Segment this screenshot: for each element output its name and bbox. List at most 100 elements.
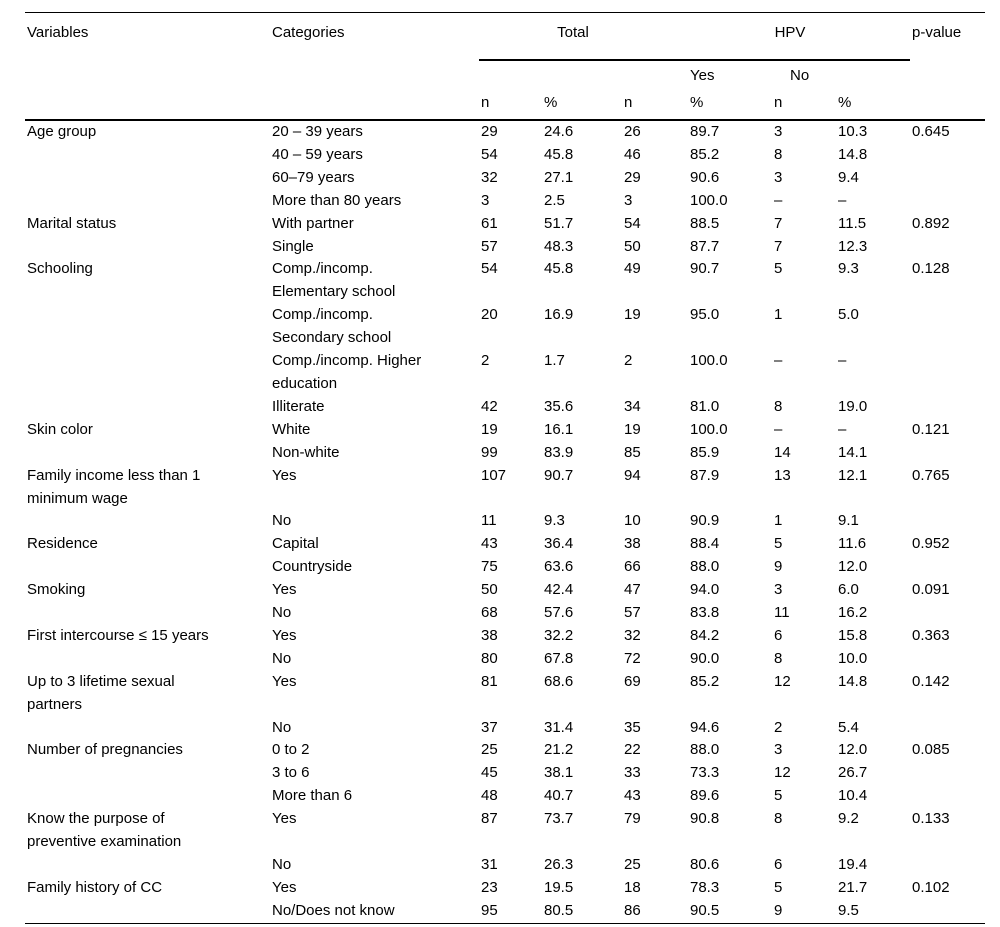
header-total-n: n xyxy=(479,91,542,121)
cell-p-value xyxy=(910,854,985,877)
cell-hpv-yes-n: 34 xyxy=(624,397,641,415)
cell-p-value xyxy=(910,762,985,785)
cell-hpv-no-n: 8 xyxy=(774,810,783,828)
table-row: More than 80 years 3 2.5 3 100.0 – – xyxy=(25,190,985,213)
cell-hpv-yes-n: 79 xyxy=(624,810,641,828)
cell-category: Non-white xyxy=(272,443,340,461)
cell-total-n: 20 xyxy=(481,306,498,324)
table-row: Marital status With partner 61 51.7 54 88.5 7 1… xyxy=(25,213,985,236)
cell-total-n: 11 xyxy=(481,512,497,530)
cell-hpv-yes-pct: 90.6 xyxy=(690,168,720,186)
cell-hpv-yes-n: 49 xyxy=(624,260,641,278)
cell-total-n: 95 xyxy=(481,901,498,919)
table-row: No 11 9.3 10 90.9 1 9.1 xyxy=(25,510,985,533)
cell-hpv-no-n: 7 xyxy=(774,237,783,255)
table-header: Variables Categories Total HPV p-value Y… xyxy=(25,12,986,121)
cell-hpv-no-n: 8 xyxy=(774,145,783,163)
cell-category: 0 to 2 xyxy=(272,741,310,759)
cell-total-n: 50 xyxy=(481,581,498,599)
cell-hpv-no-pct: 5.4 xyxy=(838,718,859,736)
cell-hpv-yes-pct: 85.2 xyxy=(690,145,720,163)
cell-variable: Family history of CC xyxy=(27,878,163,896)
cell-variable xyxy=(25,236,270,259)
cell-hpv-yes-pct: 90.5 xyxy=(690,901,720,919)
cell-category: Yes xyxy=(272,810,297,828)
cell-hpv-yes-pct: 100.0 xyxy=(690,420,728,438)
cell-hpv-yes-pct: 73.3 xyxy=(690,764,720,782)
cell-hpv-yes-pct: 89.7 xyxy=(690,123,720,140)
cell-hpv-yes-n: 19 xyxy=(624,306,641,324)
cell-hpv-yes-n: 38 xyxy=(624,535,641,553)
cell-hpv-no-n: 1 xyxy=(774,306,783,324)
cell-category: Comp./incomp. Elementary school xyxy=(272,260,396,301)
cell-total-n: 68 xyxy=(481,604,498,622)
cell-hpv-no-n: 13 xyxy=(774,466,791,484)
cell-hpv-yes-pct: 90.9 xyxy=(690,512,720,530)
cell-total-pct: 51.7 xyxy=(544,214,574,232)
header-total: Total xyxy=(479,12,622,61)
cell-hpv-no-pct: 11.6 xyxy=(838,535,867,553)
cell-hpv-no-n: 7 xyxy=(774,214,783,232)
cell-hpv-yes-pct: 83.8 xyxy=(690,604,720,622)
cell-total-pct: 16.9 xyxy=(544,306,574,324)
cell-category: 40 – 59 years xyxy=(272,145,363,163)
cell-category: Yes xyxy=(272,626,297,644)
header-yes-no-row: Yes No xyxy=(25,60,985,91)
cell-p-value xyxy=(910,190,985,213)
cell-hpv-no-n: 6 xyxy=(774,856,783,873)
cell-category: 3 to 6 xyxy=(272,764,310,782)
cell-hpv-no-pct: 5.0 xyxy=(838,306,859,324)
cell-total-pct: 80.5 xyxy=(544,901,574,919)
cell-hpv-yes-n: 57 xyxy=(624,604,641,622)
cell-hpv-yes-n: 66 xyxy=(624,558,641,576)
cell-category: 20 – 39 years xyxy=(272,123,363,140)
cell-hpv-no-pct: 19.0 xyxy=(838,397,868,415)
cell-total-n: 32 xyxy=(481,168,498,186)
cell-hpv-no-pct: 14.8 xyxy=(838,145,868,163)
cell-total-pct: 42.4 xyxy=(544,581,574,599)
header-spacer xyxy=(622,60,688,91)
cell-total-pct: 67.8 xyxy=(544,649,574,667)
cell-total-n: 61 xyxy=(481,214,498,232)
cell-hpv-yes-n: 10 xyxy=(624,512,641,530)
cell-hpv-no-pct: 9.3 xyxy=(838,260,859,278)
cell-hpv-no-n: 9 xyxy=(774,901,783,919)
cell-p-value xyxy=(910,717,985,740)
cell-hpv-no-pct: 14.1 xyxy=(838,443,868,461)
cell-category: 60–79 years xyxy=(272,168,355,186)
cell-hpv-no-pct: 15.8 xyxy=(838,626,868,644)
cell-total-n: 25 xyxy=(481,741,498,759)
cell-hpv-no-n: – xyxy=(774,352,783,370)
table-body: Age group 20 – 39 years 29 24.6 26 89.7 3 10.3 0… xyxy=(25,120,985,923)
cell-hpv-no-pct: – xyxy=(838,420,847,438)
cell-category: More than 6 xyxy=(272,787,353,805)
cell-category: Illiterate xyxy=(272,397,325,415)
cell-hpv-yes-n: 46 xyxy=(624,145,641,163)
cell-total-n: 31 xyxy=(481,856,498,873)
cell-category: No xyxy=(272,512,292,530)
cell-hpv-no-n: 12 xyxy=(774,672,791,690)
cell-p-value: 0.142 xyxy=(912,672,950,690)
cell-hpv-no-n: – xyxy=(774,191,783,209)
cell-hpv-no-pct: 11.5 xyxy=(838,214,867,232)
cell-total-pct: 38.1 xyxy=(544,764,574,782)
cell-hpv-yes-pct: 84.2 xyxy=(690,626,720,644)
table-row: Comp./incomp. Secondary school 20 16.9 19 95… xyxy=(25,304,985,350)
table-row: No 80 67.8 72 90.0 8 10.0 xyxy=(25,648,985,671)
cell-hpv-no-n: 11 xyxy=(774,604,790,622)
cell-variable: Smoking xyxy=(27,581,86,599)
cell-hpv-no-n: 1 xyxy=(774,512,783,530)
cell-hpv-yes-n: 86 xyxy=(624,901,641,919)
cell-category: Single xyxy=(272,237,314,255)
cell-hpv-yes-pct: 80.6 xyxy=(690,856,720,873)
cell-hpv-yes-n: 85 xyxy=(624,443,641,461)
cell-hpv-yes-n: 29 xyxy=(624,168,641,186)
cell-hpv-yes-n: 18 xyxy=(624,878,641,896)
cell-total-pct: 36.4 xyxy=(544,535,574,553)
cell-category: Yes xyxy=(272,466,297,484)
cell-p-value xyxy=(910,304,985,350)
cell-category: Yes xyxy=(272,581,297,599)
cell-p-value: 0.091 xyxy=(912,581,950,599)
header-hpv-no: No xyxy=(790,67,810,84)
cell-total-n: 81 xyxy=(481,672,498,690)
